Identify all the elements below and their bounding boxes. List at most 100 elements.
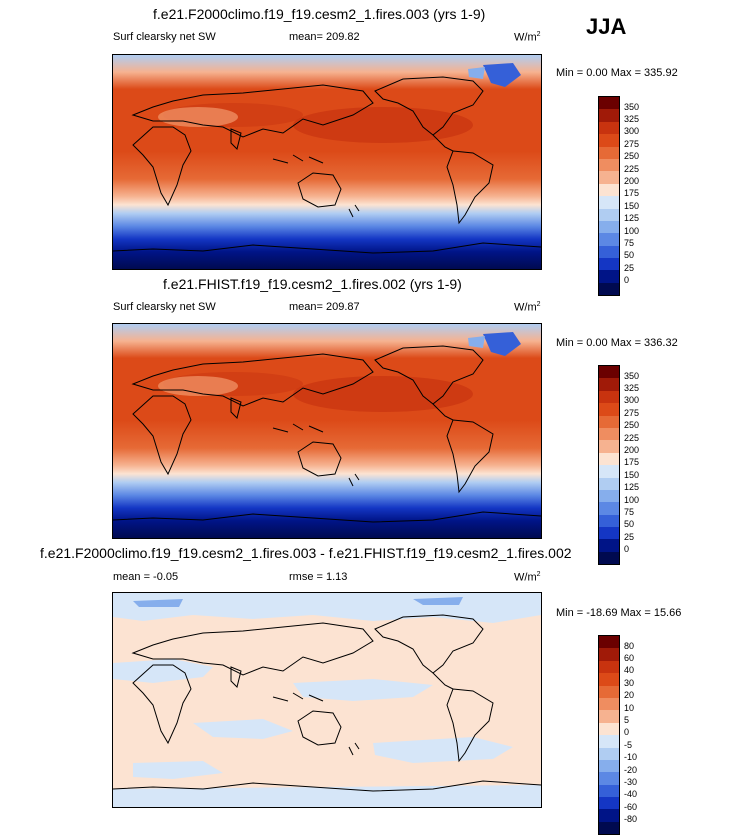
tick-label: -80 <box>624 814 638 824</box>
swatch <box>599 489 619 503</box>
panel-1-field <box>113 55 541 269</box>
swatch <box>599 784 619 798</box>
swatch <box>599 821 619 835</box>
panel-2-colorbar <box>598 365 620 566</box>
tick-label: 50 <box>624 250 635 260</box>
swatch <box>599 158 619 172</box>
tick-label: 300 <box>624 126 640 136</box>
swatch <box>599 710 619 723</box>
swatch <box>599 208 619 221</box>
tick-label: 0 <box>624 544 630 554</box>
swatch <box>599 440 619 453</box>
swatch <box>599 527 619 540</box>
swatch <box>599 539 619 552</box>
swatch <box>599 378 619 391</box>
panel-1-units: W/m2 <box>514 31 541 44</box>
swatch <box>599 171 619 184</box>
tick-label: 175 <box>624 188 640 198</box>
tick-label: 125 <box>624 482 640 492</box>
swatch <box>599 747 619 760</box>
swatch <box>599 427 619 441</box>
panel-1-mean: mean= 209.82 <box>289 31 360 43</box>
panel-3-minmax: Min = -18.69 Max = 15.66 <box>556 607 682 619</box>
tick-label: 200 <box>624 176 640 186</box>
tick-label: -40 <box>624 789 638 799</box>
panel-2-units: W/m2 <box>514 301 541 314</box>
swatch <box>599 403 619 416</box>
swatch <box>599 121 619 135</box>
tick-label: 40 <box>624 665 635 675</box>
tick-label: 350 <box>624 371 640 381</box>
panel-2-map <box>112 323 542 539</box>
panel-3-title: f.e21.F2000climo.f19_f19.cesm2_1.fires.0… <box>40 545 572 561</box>
panel-2-variable: Surf clearsky net SW <box>113 301 216 313</box>
swatch <box>599 735 619 748</box>
swatch <box>599 245 619 259</box>
swatch <box>599 270 619 283</box>
tick-label: -10 <box>624 752 638 762</box>
tick-label: 25 <box>624 532 635 542</box>
swatch <box>599 697 619 711</box>
swatch <box>599 673 619 686</box>
swatch <box>599 514 619 528</box>
swatch <box>599 366 619 379</box>
panel-1-colorbar <box>598 96 620 297</box>
swatch <box>599 759 619 773</box>
tick-label: 0 <box>624 275 630 285</box>
swatch <box>599 134 619 147</box>
tick-label: 250 <box>624 151 640 161</box>
swatch <box>599 282 619 296</box>
swatch <box>599 551 619 565</box>
panel-1-minmax: Min = 0.00 Max = 335.92 <box>556 67 678 79</box>
swatch <box>599 502 619 515</box>
swatch <box>599 146 619 159</box>
swatch <box>599 183 619 197</box>
tick-label: 225 <box>624 433 640 443</box>
swatch <box>599 648 619 661</box>
panel-2-field <box>113 324 541 538</box>
tick-label: 75 <box>624 238 635 248</box>
tick-label: -5 <box>624 740 633 750</box>
tick-label: -20 <box>624 765 638 775</box>
swatch <box>599 258 619 271</box>
tick-label: 275 <box>624 139 640 149</box>
season-label: JJA <box>586 14 627 39</box>
swatch <box>599 452 619 466</box>
swatch <box>599 772 619 785</box>
tick-label: 275 <box>624 408 640 418</box>
tick-label: 325 <box>624 383 640 393</box>
tick-label: 150 <box>624 201 640 211</box>
tick-label: 20 <box>624 690 635 700</box>
tick-label: 100 <box>624 226 640 236</box>
tick-label: -60 <box>624 802 638 812</box>
swatch <box>599 685 619 698</box>
swatch <box>599 390 619 404</box>
swatch <box>599 477 619 490</box>
panel-3-map <box>112 592 542 808</box>
swatch <box>599 660 619 674</box>
tick-label: 300 <box>624 395 640 405</box>
tick-label: 175 <box>624 457 640 467</box>
tick-label: -30 <box>624 777 638 787</box>
tick-label: 250 <box>624 420 640 430</box>
tick-label: 30 <box>624 678 635 688</box>
tick-label: 5 <box>624 715 630 725</box>
tick-label: 10 <box>624 703 635 713</box>
tick-label: 225 <box>624 164 640 174</box>
panel-1-map <box>112 54 542 270</box>
panel-1-title: f.e21.F2000climo.f19_f19.cesm2_1.fires.0… <box>153 6 486 22</box>
tick-label: 0 <box>624 727 630 737</box>
panel-1-variable: Surf clearsky net SW <box>113 31 216 43</box>
panel-2-minmax: Min = 0.00 Max = 336.32 <box>556 337 678 349</box>
tick-label: 350 <box>624 102 640 112</box>
tick-label: 150 <box>624 470 640 480</box>
tick-label: 80 <box>624 641 635 651</box>
panel-3-colorbar <box>598 635 620 835</box>
swatch <box>599 809 619 822</box>
tick-label: 50 <box>624 519 635 529</box>
swatch <box>599 233 619 246</box>
panel-2-mean: mean= 209.87 <box>289 301 360 313</box>
tick-label: 125 <box>624 213 640 223</box>
swatch <box>599 220 619 234</box>
swatch <box>599 797 619 810</box>
